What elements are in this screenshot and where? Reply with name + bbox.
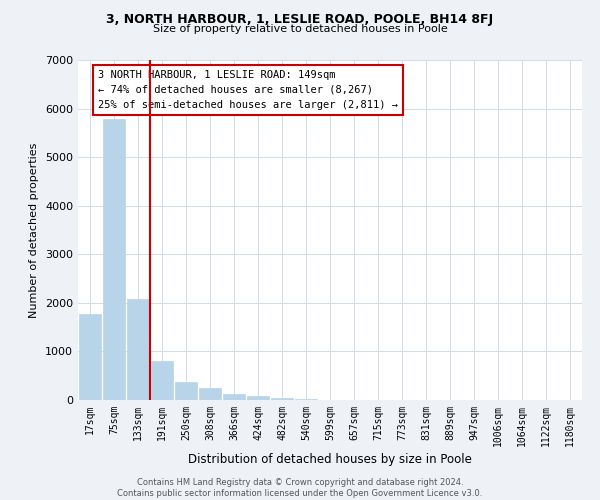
Text: Contains HM Land Registry data © Crown copyright and database right 2024.
Contai: Contains HM Land Registry data © Crown c… [118,478,482,498]
Text: Size of property relative to detached houses in Poole: Size of property relative to detached ho… [152,24,448,34]
Y-axis label: Number of detached properties: Number of detached properties [29,142,40,318]
Bar [175,382,197,400]
X-axis label: Distribution of detached houses by size in Poole: Distribution of detached houses by size … [188,453,472,466]
Bar [103,120,125,400]
Bar [271,398,293,400]
Bar [151,361,173,400]
Bar [199,388,221,400]
Bar [247,396,269,400]
Text: 3 NORTH HARBOUR, 1 LESLIE ROAD: 149sqm
← 74% of detached houses are smaller (8,2: 3 NORTH HARBOUR, 1 LESLIE ROAD: 149sqm ←… [98,70,398,110]
Bar [295,399,317,400]
Bar [79,314,101,400]
Bar [127,299,149,400]
Bar [223,394,245,400]
Text: 3, NORTH HARBOUR, 1, LESLIE ROAD, POOLE, BH14 8FJ: 3, NORTH HARBOUR, 1, LESLIE ROAD, POOLE,… [106,12,494,26]
